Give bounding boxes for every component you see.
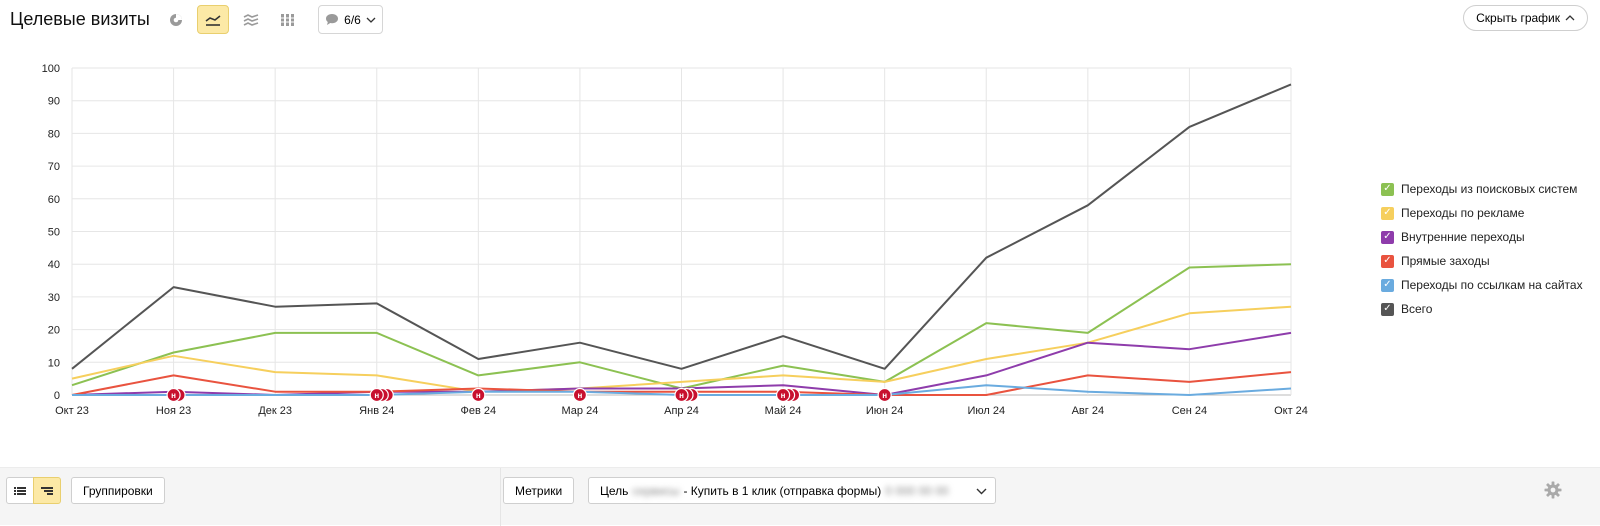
- legend-item[interactable]: ✓ Прямые заходы: [1381, 249, 1583, 273]
- checkbox-checked-icon[interactable]: ✓: [1381, 206, 1394, 220]
- legend-item[interactable]: ✓ Переходы из поисковых систем: [1381, 177, 1583, 201]
- x-tick-label: Авг 24: [1072, 405, 1104, 417]
- annotation-marker: [877, 387, 892, 403]
- x-tick-label: Мар 24: [562, 405, 599, 417]
- legend-label: Переходы из поисковых систем: [1401, 182, 1578, 196]
- line-chart-icon: [205, 14, 221, 26]
- metrics-button[interactable]: Метрики: [503, 477, 575, 504]
- annotation-marker: [572, 387, 588, 403]
- comments-filter-dropdown[interactable]: 6/6: [318, 5, 383, 34]
- series-line: [71, 83, 1292, 370]
- toolbar-divider: [500, 468, 501, 526]
- x-tick-label: Июл 24: [967, 405, 1005, 417]
- pie-chart-icon: [170, 13, 182, 26]
- y-tick-label: 70: [48, 161, 60, 173]
- chevron-down-icon: [976, 488, 987, 494]
- comment-icon: [326, 14, 339, 25]
- legend-label: Переходы по ссылкам на сайтах: [1401, 278, 1583, 292]
- goal-name: - Купить в 1 клик (отправка формы): [683, 483, 882, 498]
- y-tick-label: 80: [48, 128, 60, 140]
- goal-hidden-name: сервисы: [632, 483, 680, 498]
- goal-prefix: Цель: [600, 483, 629, 498]
- chart-legend: ✓ Переходы из поисковых систем ✓ Переходы п…: [1381, 177, 1583, 321]
- bar-chart-button[interactable]: [272, 5, 304, 34]
- gear-icon: [1544, 481, 1562, 499]
- settings-button[interactable]: [1544, 481, 1562, 504]
- x-tick-label: Ноя 23: [156, 405, 191, 417]
- y-tick-label: 30: [48, 292, 60, 304]
- legend-item[interactable]: ✓ Всего: [1381, 297, 1583, 321]
- x-tick-label: Окт 24: [1274, 405, 1308, 417]
- hide-chart-label: Скрыть график: [1476, 11, 1560, 25]
- x-tick-label: Июн 24: [866, 405, 904, 417]
- line-chart: 0 10 20 30 40 50 60 70 80 90 100 Окт 23 Ноя 23 Дек 23…: [0, 55, 1600, 425]
- chevron-up-icon: [1565, 15, 1575, 21]
- legend-label: Внутренние переходы: [1401, 230, 1525, 244]
- comments-count: 6/6: [344, 12, 361, 27]
- annotation-marker: [166, 387, 181, 403]
- x-tick-label: Фев 24: [461, 405, 497, 417]
- y-tick-label: 20: [48, 325, 60, 337]
- legend-label: Всего: [1401, 302, 1433, 316]
- legend-item[interactable]: ✓ Внутренние переходы: [1381, 225, 1583, 249]
- y-tick-label: 10: [48, 357, 60, 369]
- y-tick-label: 60: [48, 194, 60, 206]
- annotation-marker-label: н: [781, 391, 786, 400]
- checkbox-checked-icon[interactable]: ✓: [1381, 302, 1394, 316]
- annotation-marker-label: н: [171, 391, 176, 400]
- chart-svg: 0 10 20 30 40 50 60 70 80 90 100 Окт 23 Ноя 23 Дек 23…: [42, 63, 1308, 417]
- chart-toolbar: Целевые визиты 6/6: [0, 0, 1600, 42]
- checkbox-checked-icon[interactable]: ✓: [1381, 278, 1394, 292]
- y-tick-label: 40: [48, 259, 60, 271]
- area-chart-icon: [243, 13, 259, 26]
- x-tick-label: Янв 24: [359, 405, 394, 417]
- checkbox-checked-icon[interactable]: ✓: [1381, 254, 1394, 268]
- x-tick-label: Сен 24: [1172, 405, 1207, 417]
- goal-hidden-id: 0 000 00 00: [885, 483, 949, 498]
- legend-item[interactable]: ✓ Переходы по ссылкам на сайтах: [1381, 273, 1583, 297]
- list-view-button[interactable]: [6, 477, 34, 504]
- annotation-marker: [674, 387, 689, 403]
- pie-chart-button[interactable]: [160, 5, 192, 34]
- annotation-marker: [775, 387, 791, 403]
- page-title: Целевые визиты: [10, 9, 150, 29]
- legend-label: Прямые заходы: [1401, 254, 1490, 268]
- list-icon: [14, 486, 26, 495]
- y-tick-label: 100: [42, 63, 60, 75]
- annotation-marker-label: н: [476, 391, 481, 400]
- annotation-marker: [471, 387, 486, 403]
- legend-item[interactable]: ✓ Переходы по рекламе: [1381, 201, 1583, 225]
- groupings-button[interactable]: Группировки: [71, 477, 165, 504]
- bar-chart-icon: [281, 13, 295, 26]
- tree-view-button[interactable]: [33, 477, 61, 504]
- hide-chart-button[interactable]: Скрыть график: [1463, 5, 1588, 31]
- checkbox-checked-icon[interactable]: ✓: [1381, 230, 1394, 244]
- legend-label: Переходы по рекламе: [1401, 206, 1525, 220]
- x-tick-label: Дек 23: [258, 405, 292, 417]
- goal-select[interactable]: Цель сервисы - Купить в 1 клик (отправка…: [588, 477, 996, 504]
- report-controls-bar: Группировки Метрики Цель сервисы - Купит…: [0, 467, 1600, 526]
- x-tick-label: Окт 23: [55, 405, 89, 417]
- y-tick-label: 0: [54, 390, 60, 402]
- y-tick-label: 90: [48, 96, 60, 108]
- annotation-marker-label: н: [374, 391, 379, 400]
- annotation-marker-label: н: [882, 391, 887, 400]
- x-tick-label: Апр 24: [664, 405, 699, 417]
- area-chart-button[interactable]: [235, 5, 267, 34]
- tree-list-icon: [41, 486, 53, 495]
- line-chart-button[interactable]: [197, 5, 229, 34]
- annotation-marker-label: н: [679, 391, 684, 400]
- annotation-marker: [369, 387, 384, 403]
- chevron-down-icon: [366, 17, 376, 23]
- x-tick-label: Май 24: [765, 405, 802, 417]
- y-tick-label: 50: [48, 227, 60, 239]
- checkbox-checked-icon[interactable]: ✓: [1381, 182, 1394, 196]
- annotation-marker-label: н: [577, 391, 582, 400]
